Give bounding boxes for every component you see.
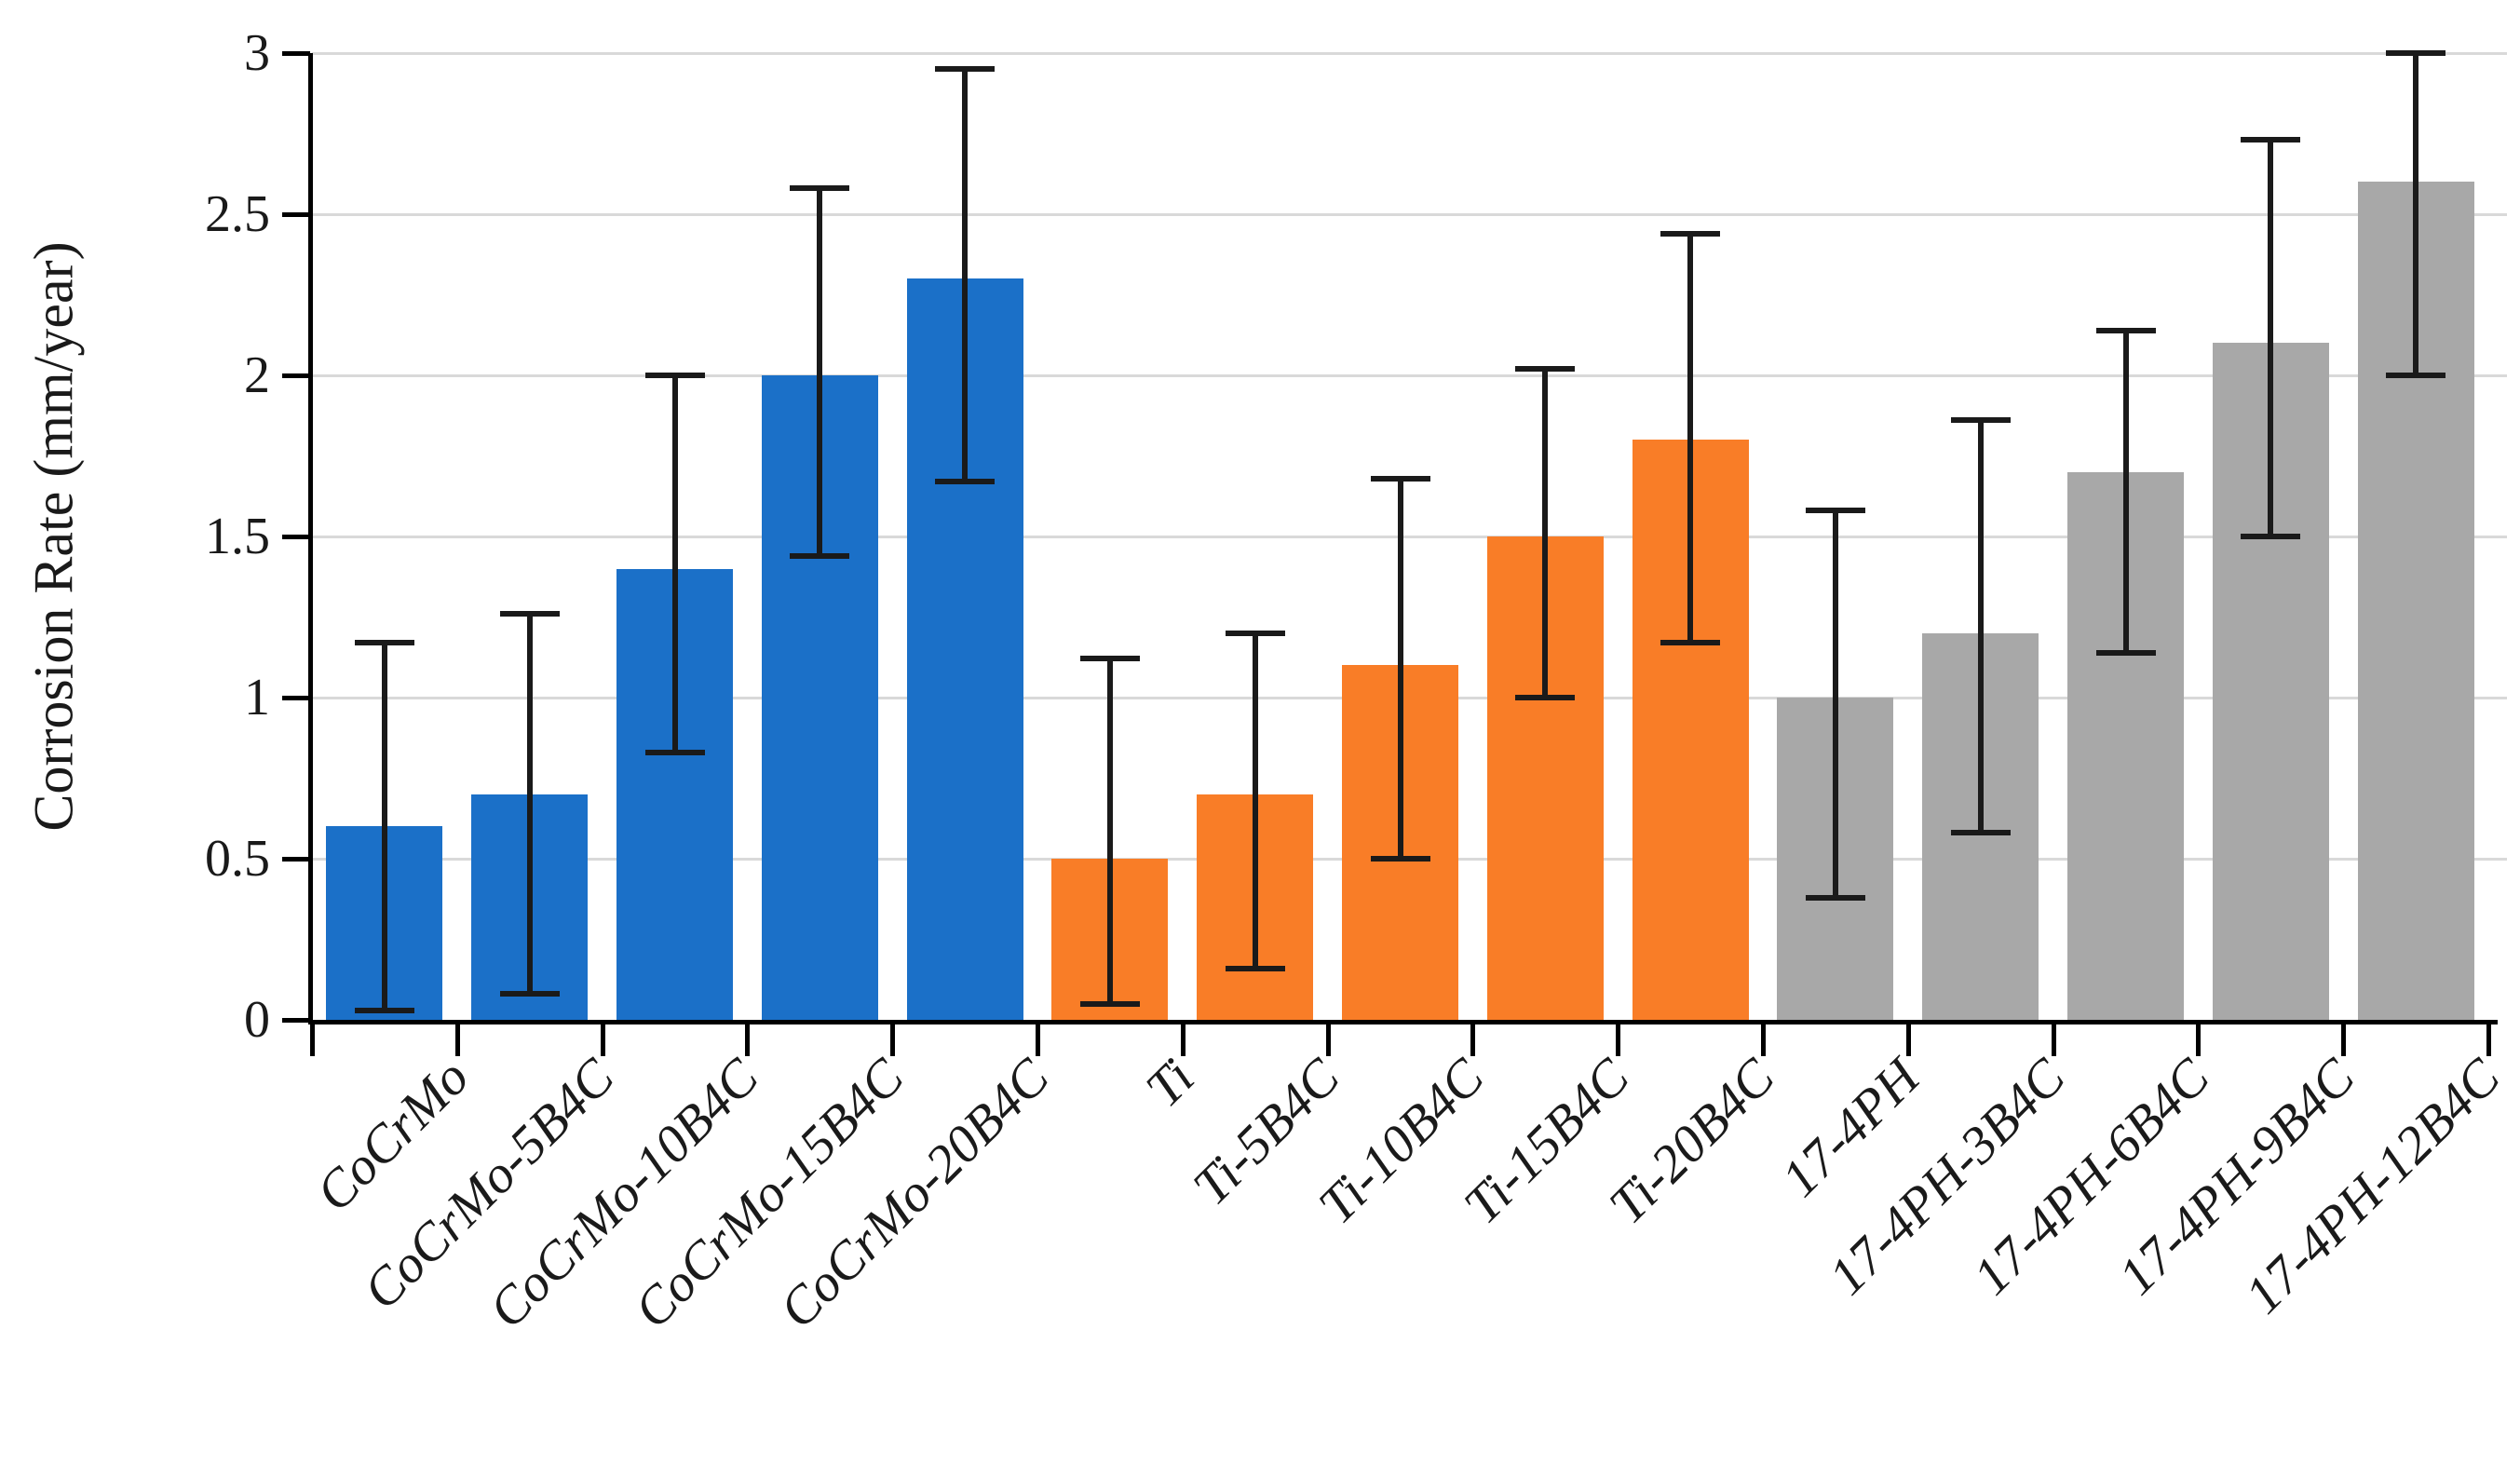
error-bar-cap-top-CoCrMo-5B4C <box>499 611 560 617</box>
x-tick-2 <box>600 1024 605 1056</box>
y-tick-label-0.5: 0.5 <box>205 830 270 888</box>
y-tick-1 <box>282 696 310 700</box>
error-bar-line-Ti-10B4C <box>1397 478 1403 859</box>
error-bar-line-CoCrMo-20B4C <box>962 69 969 482</box>
error-bar-line-17-4PH <box>1832 510 1838 898</box>
error-bar-cap-bottom-17-4PH-3B4C <box>1950 830 2011 836</box>
error-bar-line-CoCrMo <box>381 643 387 1011</box>
error-bar-cap-bottom-Ti-5B4C <box>1225 965 1285 971</box>
y-tick-2.5 <box>282 212 310 217</box>
y-axis-line <box>308 53 313 1024</box>
y-tick-0 <box>282 1018 310 1023</box>
x-tick-4 <box>890 1024 896 1056</box>
error-bar-cap-top-17-4PH-12B4C <box>2386 50 2446 56</box>
x-tick-7 <box>1325 1024 1331 1056</box>
x-tick-5 <box>1036 1024 1040 1056</box>
error-bar-line-Ti-15B4C <box>1542 369 1549 698</box>
error-bar-cap-top-17-4PH <box>1805 508 1865 514</box>
error-bar-cap-top-CoCrMo-10B4C <box>644 373 705 378</box>
x-tick-14 <box>2341 1024 2347 1056</box>
x-tick-3 <box>745 1024 751 1056</box>
error-bar-cap-bottom-Ti <box>1079 1000 1140 1007</box>
y-tick-1.5 <box>282 535 310 539</box>
x-axis-line <box>308 1020 2498 1024</box>
error-bar-cap-top-Ti-20B4C <box>1660 230 1721 237</box>
error-bar-cap-bottom-Ti-15B4C <box>1515 695 1576 700</box>
error-bar-line-17-4PH-3B4C <box>1977 420 1984 834</box>
x-tick-1 <box>454 1024 460 1056</box>
x-tick-15 <box>2486 1024 2491 1056</box>
error-bar-cap-bottom-17-4PH-12B4C <box>2386 373 2446 378</box>
error-bar-cap-bottom-CoCrMo-5B4C <box>499 991 560 997</box>
error-bar-cap-top-CoCrMo <box>354 640 414 646</box>
y-tick-2 <box>282 373 310 378</box>
error-bar-cap-top-CoCrMo-15B4C <box>790 185 850 192</box>
error-bar-cap-bottom-CoCrMo <box>354 1007 414 1013</box>
y-tick-label-2: 2 <box>244 346 270 404</box>
x-tick-0 <box>310 1024 315 1056</box>
error-bar-cap-bottom-17-4PH-9B4C <box>2241 534 2301 539</box>
error-bar-line-Ti <box>1106 658 1113 1004</box>
error-bar-cap-bottom-Ti-20B4C <box>1660 640 1721 646</box>
error-bar-line-Ti-5B4C <box>1252 632 1258 969</box>
y-tick-3 <box>282 51 310 56</box>
error-bar-cap-top-Ti <box>1079 656 1140 662</box>
x-tick-6 <box>1180 1024 1185 1056</box>
error-bar-line-CoCrMo-10B4C <box>671 375 678 753</box>
error-bar-cap-top-17-4PH-3B4C <box>1950 417 2011 424</box>
error-bar-cap-top-CoCrMo-20B4C <box>935 66 996 73</box>
x-tick-12 <box>2051 1024 2056 1056</box>
error-bar-line-CoCrMo-5B4C <box>526 614 533 995</box>
error-bar-line-17-4PH-12B4C <box>2413 53 2419 375</box>
error-bar-cap-top-Ti-10B4C <box>1370 475 1430 482</box>
y-tick-label-2.5: 2.5 <box>205 185 270 243</box>
error-bar-cap-top-Ti-15B4C <box>1515 366 1576 373</box>
x-tick-8 <box>1470 1024 1476 1056</box>
error-bar-cap-bottom-CoCrMo-20B4C <box>935 479 996 485</box>
error-bar-cap-top-17-4PH-6B4C <box>2095 327 2156 333</box>
error-bar-line-CoCrMo-15B4C <box>817 188 823 556</box>
y-tick-label-1: 1 <box>244 669 270 726</box>
x-tick-10 <box>1761 1024 1766 1056</box>
x-tick-9 <box>1616 1024 1621 1056</box>
error-bar-cap-top-Ti-5B4C <box>1225 630 1285 636</box>
error-bar-cap-bottom-17-4PH <box>1805 894 1865 901</box>
y-tick-label-1.5: 1.5 <box>205 508 270 565</box>
gridline-y-1.5 <box>312 536 2507 538</box>
y-tick-0.5 <box>282 857 310 862</box>
gridline-y-2.5 <box>312 213 2507 216</box>
error-bar-line-Ti-20B4C <box>1687 233 1694 644</box>
error-bar-cap-bottom-CoCrMo-10B4C <box>644 749 705 755</box>
x-tick-11 <box>1905 1024 1911 1056</box>
error-bar-cap-bottom-CoCrMo-15B4C <box>790 552 850 559</box>
gridline-y-2 <box>312 374 2507 377</box>
error-bar-cap-top-17-4PH-9B4C <box>2241 137 2301 143</box>
y-tick-label-0: 0 <box>244 991 270 1049</box>
error-bar-line-17-4PH-9B4C <box>2268 140 2274 536</box>
error-bar-line-17-4PH-6B4C <box>2122 330 2129 653</box>
error-bar-cap-bottom-Ti-10B4C <box>1370 856 1430 862</box>
error-bar-cap-bottom-17-4PH-6B4C <box>2095 649 2156 656</box>
gridline-y-3 <box>312 52 2507 55</box>
x-tick-13 <box>2196 1024 2202 1056</box>
y-tick-label-3: 3 <box>244 24 270 82</box>
